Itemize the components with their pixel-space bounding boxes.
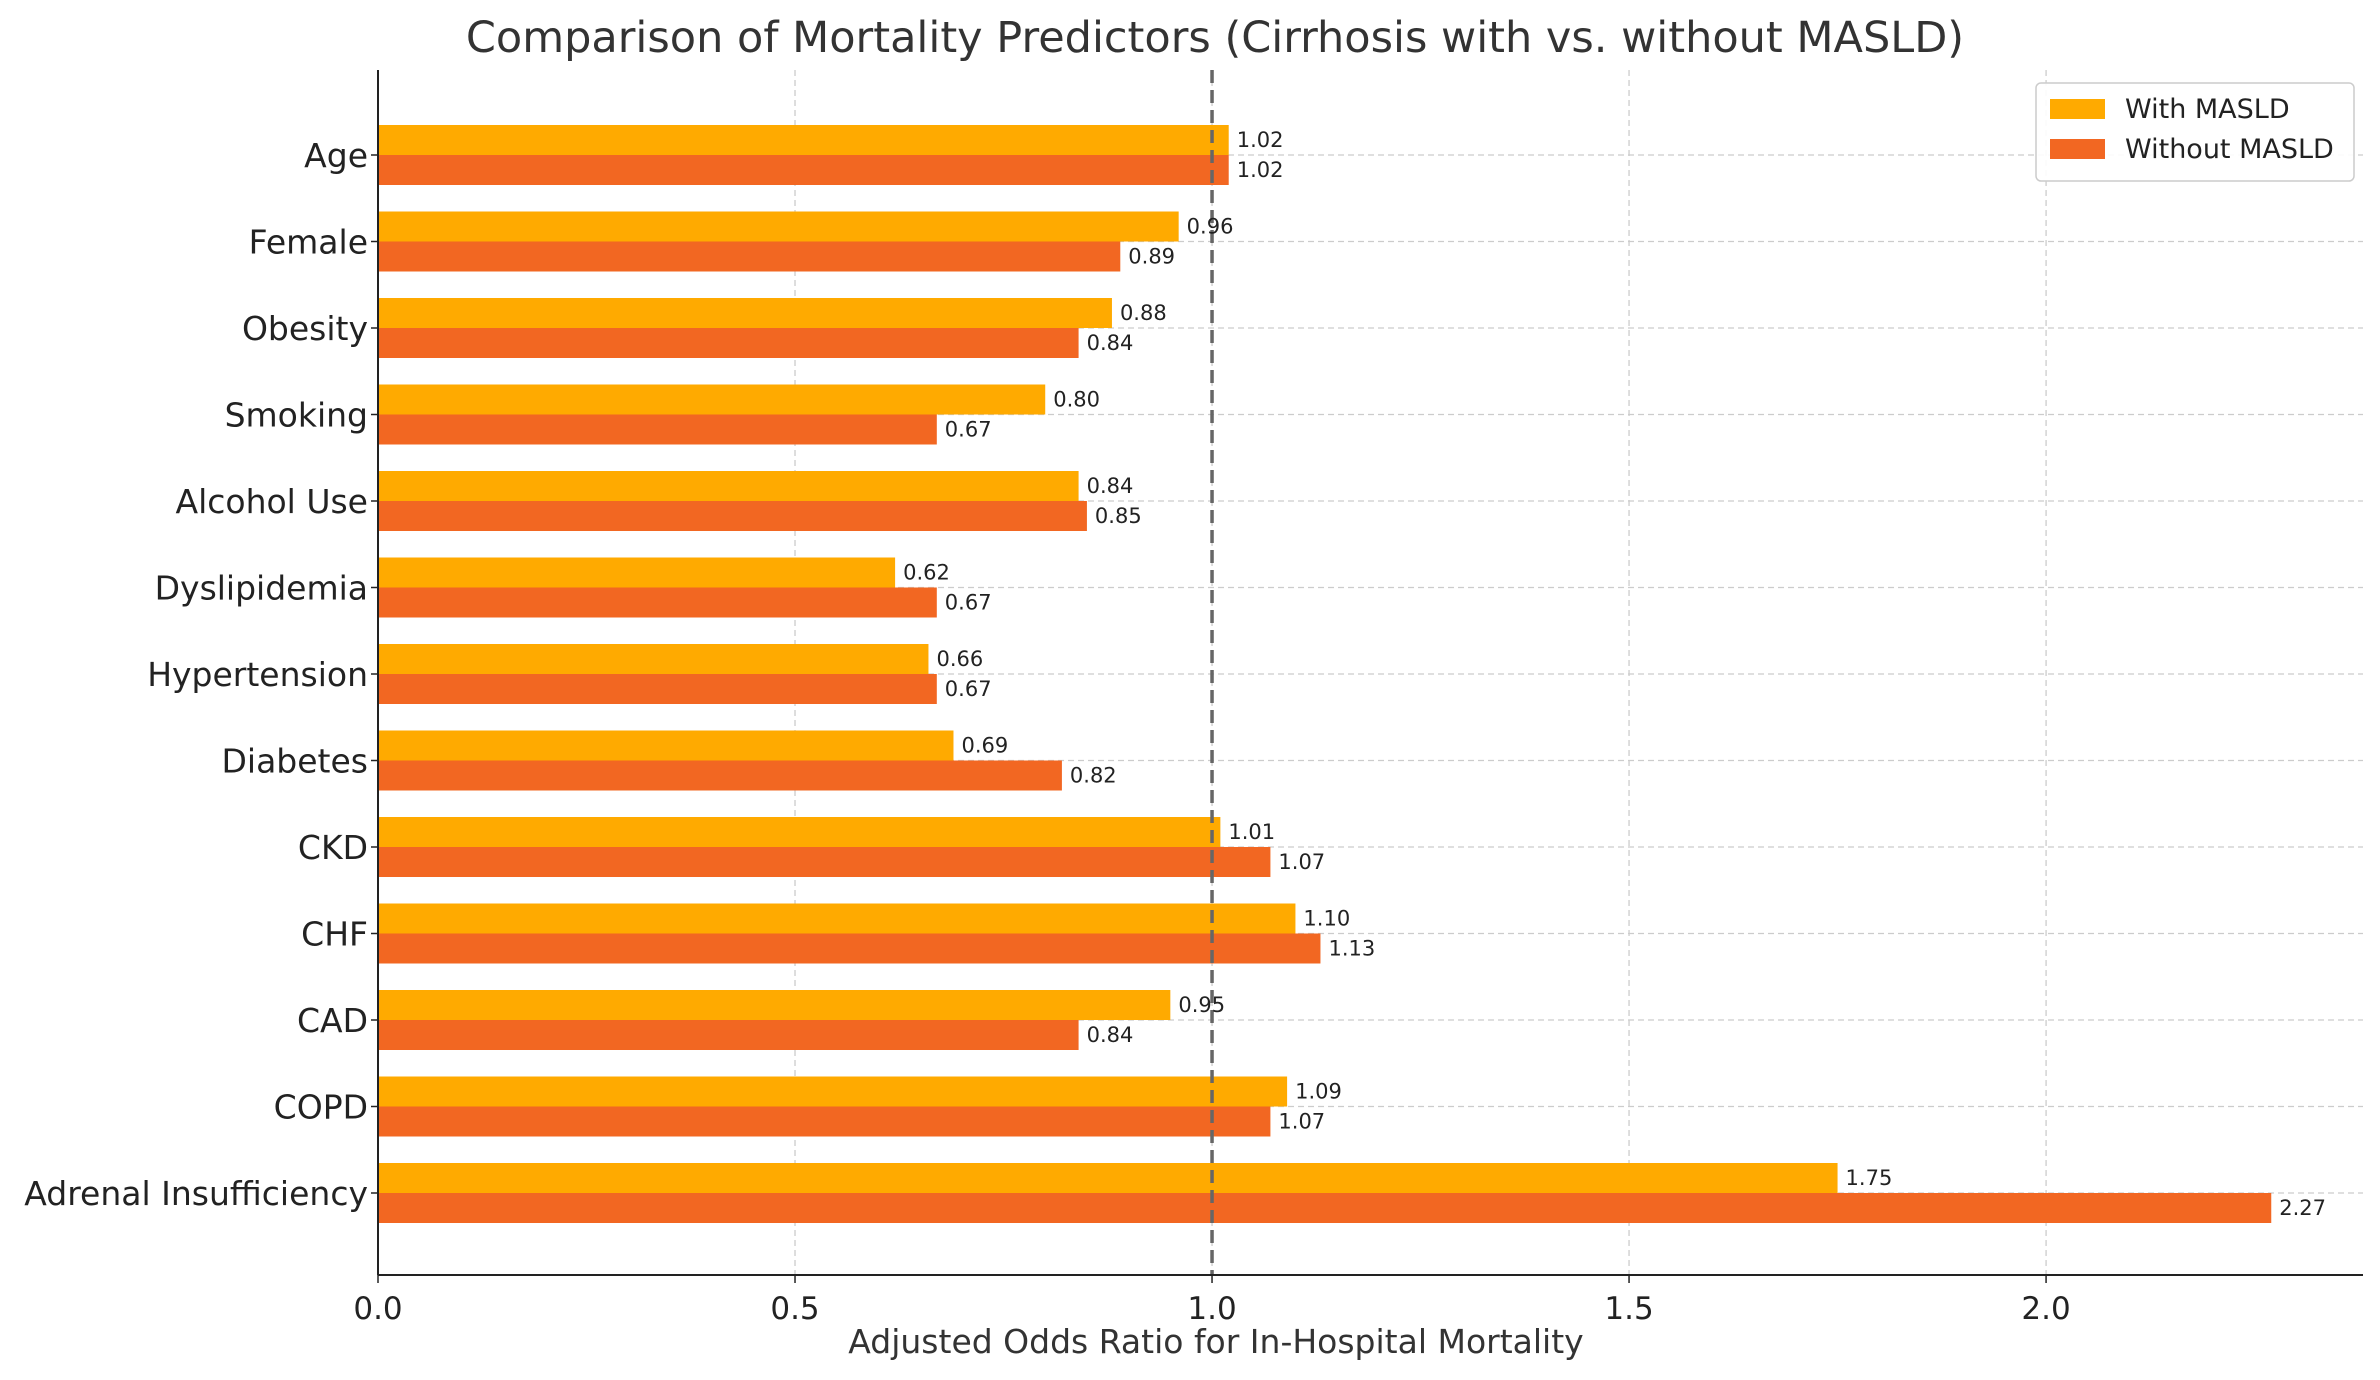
category-label: CHF — [301, 915, 368, 954]
data-label: 1.02 — [1237, 128, 1284, 152]
data-label: 0.62 — [903, 561, 950, 585]
legend-label: Without MASLD — [2125, 134, 2334, 165]
category-label: Obesity — [242, 309, 368, 348]
legend-swatch-with-masld — [2050, 99, 2105, 119]
category-label: CKD — [298, 828, 368, 867]
category-label: Adrenal Insufficiency — [24, 1174, 368, 1213]
bar-with-masld — [378, 644, 929, 674]
data-label: 0.84 — [1087, 1023, 1134, 1047]
bar-without-masld — [378, 414, 937, 445]
x-tick-label: 0.0 — [353, 1291, 402, 1327]
data-label: 0.67 — [945, 418, 992, 442]
x-tick-label: 1.5 — [1604, 1291, 1653, 1327]
bar-with-masld — [378, 1163, 1838, 1193]
x-ticks: 0.0 0.5 1.0 1.5 2.0 — [353, 154, 2071, 1327]
data-label: 1.01 — [1228, 820, 1275, 844]
bar-with-masld — [378, 903, 1296, 934]
data-label: 0.96 — [1187, 215, 1234, 239]
data-label: 1.07 — [1278, 1110, 1325, 1134]
data-label: 2.27 — [2279, 1196, 2326, 1220]
data-label: 0.66 — [936, 647, 983, 671]
x-tick-label: 2.0 — [2021, 1291, 2070, 1327]
x-axis-label: Adjusted Odds Ratio for In-Hospital Mort… — [848, 1322, 1583, 1361]
data-label: 0.84 — [1087, 331, 1134, 355]
bar-with-masld — [378, 557, 896, 588]
data-label: 0.84 — [1087, 474, 1134, 498]
bar-without-masld — [378, 1106, 1271, 1137]
category-label: COPD — [274, 1088, 368, 1127]
data-label: 0.69 — [961, 734, 1008, 758]
legend-swatch-without-masld — [2050, 139, 2105, 159]
bar-with-masld — [378, 384, 1046, 415]
category-label: Alcohol Use — [176, 482, 369, 521]
data-label: 0.88 — [1120, 301, 1167, 325]
category-label: Dyslipidemia — [155, 569, 368, 608]
category-label: Female — [249, 223, 368, 262]
category-label: Smoking — [225, 396, 368, 435]
data-label: 1.10 — [1303, 907, 1350, 931]
bar-with-masld — [378, 125, 1229, 155]
bar-without-masld — [378, 1193, 2272, 1223]
bar-without-masld — [378, 501, 1087, 531]
legend-label: With MASLD — [2125, 94, 2290, 125]
bar-without-masld — [378, 933, 1321, 964]
bar-with-masld — [378, 817, 1221, 847]
bar-without-masld — [378, 1020, 1079, 1050]
bar-without-masld — [378, 587, 937, 618]
x-tick-label: 0.5 — [770, 1291, 819, 1327]
category-label: Diabetes — [222, 742, 369, 781]
data-label: 1.75 — [1846, 1166, 1893, 1190]
bar-with-masld — [378, 1076, 1288, 1107]
data-label: 1.09 — [1295, 1080, 1342, 1104]
bar-with-masld — [378, 298, 1112, 328]
category-label: Age — [304, 136, 368, 175]
bar-without-masld — [378, 155, 1229, 185]
chart-title: Comparison of Mortality Predictors (Cirr… — [466, 13, 1964, 63]
bar-without-masld — [378, 760, 1062, 791]
legend-box — [2035, 82, 2355, 182]
bar-without-masld — [378, 847, 1271, 877]
data-label: 0.95 — [1178, 993, 1225, 1017]
x-tick-label: 1.0 — [1187, 1291, 1236, 1327]
bar-without-masld — [378, 328, 1079, 358]
data-label: 0.82 — [1070, 764, 1117, 788]
data-label: 0.67 — [945, 677, 992, 701]
data-label: 1.13 — [1328, 937, 1375, 961]
axes — [377, 70, 2363, 1276]
data-label: 0.85 — [1095, 504, 1142, 528]
bars — [378, 125, 2272, 1223]
bar-with-masld — [378, 211, 1179, 242]
data-label: 1.07 — [1278, 850, 1325, 874]
data-label: 0.80 — [1053, 388, 1100, 412]
category-labels: Age Female Obesity Smoking Alcohol Use Dyslip… — [24, 136, 368, 1213]
bar-with-masld — [378, 990, 1171, 1020]
data-label: 0.67 — [945, 591, 992, 615]
category-label: CAD — [297, 1001, 368, 1040]
bar-with-masld — [378, 471, 1079, 501]
bar-without-masld — [378, 241, 1121, 272]
data-label: 0.89 — [1128, 245, 1175, 269]
bar-without-masld — [378, 674, 937, 704]
bar-with-masld — [378, 730, 954, 761]
data-label: 1.02 — [1237, 158, 1284, 182]
legend: With MASLD Without MASLD — [2035, 82, 2355, 182]
data-labels: 1.02 1.02 0.96 0.89 0.88 0.84 0.80 0.67 0.84 0.85… — [903, 128, 2326, 1220]
category-label: Hypertension — [147, 655, 368, 694]
